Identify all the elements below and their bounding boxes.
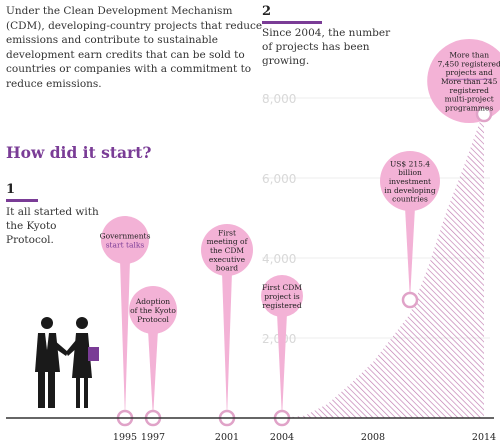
balloon xyxy=(380,151,440,211)
balloon xyxy=(261,275,303,317)
balloon-text: billion xyxy=(398,168,422,177)
balloon-text: meeting of xyxy=(207,237,249,246)
balloon-stem xyxy=(405,207,415,300)
balloon-text: Governments xyxy=(100,232,151,241)
intro-paragraph: Under the Clean Development Mechanism (C… xyxy=(6,5,263,90)
balloon xyxy=(427,39,500,123)
balloon-text: programmes xyxy=(445,103,493,112)
balloon-text: US$ 215.4 xyxy=(390,159,430,168)
x-tick-label: 1995 xyxy=(113,432,137,443)
balloon-text: countries xyxy=(392,195,428,204)
x-tick-label: 1997 xyxy=(141,432,165,443)
woman-leg-left xyxy=(76,376,80,408)
balloon-text: Adoption xyxy=(135,297,170,306)
balloon-text: multi-project xyxy=(445,95,494,104)
balloon-text: registered xyxy=(262,301,302,310)
balloon-text: registered xyxy=(450,86,490,95)
balloon-text: More than xyxy=(449,51,489,60)
man-arm xyxy=(53,340,68,356)
x-tick-label: 2008 xyxy=(361,432,385,443)
step-1-underline xyxy=(6,199,38,202)
balloon-text: the CDM xyxy=(210,246,244,255)
balloon-text: board xyxy=(216,264,238,273)
woman-leg-right xyxy=(84,376,88,408)
balloon-stem xyxy=(277,313,287,418)
step-1-text: It all started with the Kyoto Protocol. xyxy=(6,206,99,246)
x-tick-label: 2001 xyxy=(215,432,239,443)
timeline-marker xyxy=(401,291,419,309)
balloon-text: start talks xyxy=(106,240,145,249)
balloon-text: 7,450 registered xyxy=(438,59,500,68)
balloon xyxy=(129,286,177,334)
balloon-text: of the Kyoto xyxy=(130,306,176,315)
projects-area xyxy=(282,110,484,418)
balloon-text: investment xyxy=(389,177,431,186)
business-people-handshake-illustration xyxy=(35,317,99,408)
balloon-text: executive xyxy=(209,255,246,264)
step-1-number: 1 xyxy=(6,182,16,197)
balloon-stem xyxy=(148,330,158,418)
woman-arm xyxy=(66,340,79,356)
y-tick-label: 8,000 xyxy=(262,92,296,106)
balloon-text: in developing xyxy=(384,186,435,195)
balloon-stem xyxy=(222,272,232,418)
balloon-text: First CDM xyxy=(262,283,302,292)
section-heading: How did it start? xyxy=(6,143,152,162)
timeline-marker xyxy=(475,105,493,123)
man-head xyxy=(41,317,53,329)
man-leg-left xyxy=(38,370,45,408)
y-tick-label: 4,000 xyxy=(262,252,296,266)
step-2-underline xyxy=(262,21,322,24)
balloon xyxy=(101,216,149,264)
balloon-text: Protocol xyxy=(137,315,169,324)
man-shirt xyxy=(45,333,49,350)
balloon xyxy=(201,224,253,276)
balloon-text: More than 245 xyxy=(441,77,498,86)
step-2-number: 2 xyxy=(262,4,272,19)
y-tick-label: 6,000 xyxy=(262,172,296,186)
woman-head xyxy=(76,317,88,329)
balloon-stem xyxy=(120,260,130,418)
folder-icon xyxy=(88,347,99,361)
x-tick-label: 2004 xyxy=(270,432,294,443)
x-tick-label: 2014 xyxy=(472,432,496,443)
balloon-text: project is xyxy=(264,292,300,301)
step-2-text: Since 2004, the number of projects has b… xyxy=(262,27,391,67)
man-leg-right xyxy=(48,370,55,408)
balloon-text: First xyxy=(218,228,236,237)
balloon-text: projects and xyxy=(446,68,493,77)
